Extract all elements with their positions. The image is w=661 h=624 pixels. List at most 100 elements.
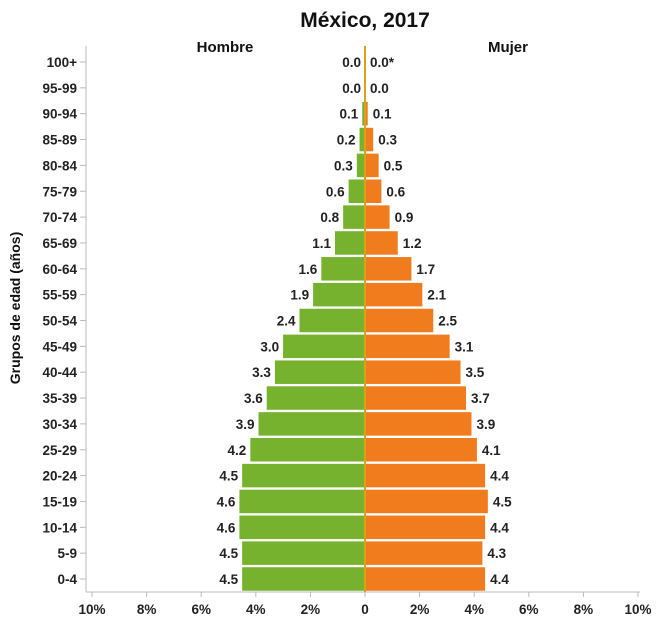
data-label-mujer: 0.5	[384, 158, 403, 173]
category-label: 60-64	[42, 262, 77, 277]
data-label-hombre: 4.6	[217, 520, 236, 535]
data-label-hombre: 4.5	[219, 572, 238, 587]
x-tick-label: 2%	[301, 602, 321, 617]
data-label-mujer: 0.9	[395, 210, 414, 225]
category-label: 35-39	[42, 391, 77, 406]
data-label-hombre: 0.0	[342, 81, 361, 96]
data-label-mujer: 4.3	[487, 546, 506, 561]
bar-hombre	[239, 515, 365, 540]
legend-hombre: Hombre	[197, 39, 254, 56]
category-label: 25-29	[42, 443, 77, 458]
data-label-hombre: 2.4	[277, 314, 296, 329]
data-label-mujer: 3.7	[471, 391, 490, 406]
category-label: 5-9	[57, 546, 77, 561]
data-label-hombre: 0.2	[337, 133, 356, 148]
chart-title: México, 2017	[300, 9, 430, 32]
data-label-hombre: 4.5	[219, 546, 238, 561]
bar-mujer	[365, 179, 382, 203]
x-tick-label: 4%	[464, 602, 484, 617]
bar-hombre	[334, 231, 365, 255]
category-label: 45-49	[42, 339, 77, 354]
x-tick-label: 6%	[519, 602, 539, 617]
data-label-hombre: 1.6	[299, 262, 318, 277]
category-label: 75-79	[42, 184, 77, 199]
category-label: 65-69	[42, 236, 77, 251]
bar-mujer	[365, 438, 477, 462]
category-label: 70-74	[42, 210, 77, 225]
data-label-mujer: 1.7	[416, 262, 435, 277]
data-label-mujer: 0.3	[378, 133, 397, 148]
bar-hombre	[362, 101, 365, 126]
bar-mujer	[365, 205, 390, 229]
bar-mujer	[365, 282, 423, 307]
data-label-mujer: 3.5	[466, 365, 485, 380]
x-tick-label: 10%	[624, 602, 651, 617]
data-label-mujer: 1.2	[403, 236, 422, 251]
bar-mujer	[365, 360, 461, 384]
data-label-mujer: 0.1	[373, 107, 392, 122]
data-label-hombre: 4.2	[228, 443, 247, 458]
category-label: 40-44	[42, 365, 77, 380]
bar-mujer	[365, 101, 368, 126]
data-label-hombre: 3.0	[260, 339, 279, 354]
bar-hombre	[359, 127, 365, 152]
y-axis-label: Grupos de edad (años)	[7, 232, 23, 384]
bar-hombre	[250, 438, 365, 462]
data-label-hombre: 1.1	[312, 236, 331, 251]
category-label: 85-89	[42, 133, 77, 148]
data-label-mujer: 4.4	[490, 469, 509, 484]
bar-mujer	[365, 541, 483, 565]
category-label: 100+	[47, 55, 78, 70]
bar-mujer	[365, 412, 472, 436]
data-label-hombre: 3.9	[236, 417, 255, 432]
category-label: 80-84	[42, 158, 77, 173]
category-label: 10-14	[42, 520, 77, 535]
data-label-hombre: 0.8	[320, 210, 339, 225]
x-tick-label: 4%	[246, 602, 266, 617]
data-label-hombre: 0.3	[334, 158, 353, 173]
data-label-mujer: 2.5	[438, 314, 457, 329]
bar-mujer	[365, 463, 486, 488]
data-label-hombre: 4.6	[217, 494, 236, 509]
bar-mujer	[365, 489, 488, 514]
x-tick-label: 6%	[191, 602, 211, 617]
category-label: 0-4	[57, 572, 77, 587]
bar-mujer	[365, 567, 486, 591]
bar-hombre	[348, 179, 365, 203]
bar-hombre	[242, 541, 365, 565]
bar-hombre	[283, 334, 365, 359]
bar-mujer	[365, 127, 374, 152]
bar-hombre	[299, 308, 365, 333]
bar-hombre	[356, 153, 365, 178]
data-label-hombre: 3.6	[244, 391, 263, 406]
data-label-mujer: 4.4	[490, 572, 509, 587]
data-label-hombre: 3.3	[252, 365, 271, 380]
data-label-mujer: 0.6	[386, 184, 405, 199]
category-label: 95-99	[42, 81, 77, 96]
data-label-mujer: 2.1	[427, 288, 446, 303]
data-label-mujer: 4.5	[493, 494, 512, 509]
bar-mujer	[365, 386, 467, 410]
data-label-mujer: 3.1	[455, 339, 474, 354]
bar-mujer	[365, 231, 398, 255]
x-tick-label: 10%	[78, 602, 105, 617]
bar-hombre	[321, 257, 365, 281]
x-tick-label: 8%	[137, 602, 157, 617]
category-label: 90-94	[42, 107, 77, 122]
bar-hombre	[266, 386, 365, 410]
x-tick-label: 8%	[574, 602, 594, 617]
bar-mujer	[365, 153, 379, 178]
bar-hombre	[343, 205, 365, 229]
data-label-hombre: 0.0	[342, 55, 361, 70]
data-label-hombre: 0.1	[339, 107, 358, 122]
bar-mujer	[365, 515, 486, 540]
category-label: 20-24	[42, 469, 77, 484]
data-label-mujer: 0.0*	[370, 55, 395, 70]
bar-hombre	[239, 489, 365, 514]
bar-mujer	[365, 334, 450, 359]
category-label: 55-59	[42, 288, 77, 303]
plot-area: 0-4 4.5 4.4 5-9 4.5 4.3 10-14 4.6 4.4 15-19 4.6 4.5…	[42, 46, 652, 617]
bar-hombre	[313, 282, 365, 307]
data-label-mujer: 0.0	[370, 81, 389, 96]
